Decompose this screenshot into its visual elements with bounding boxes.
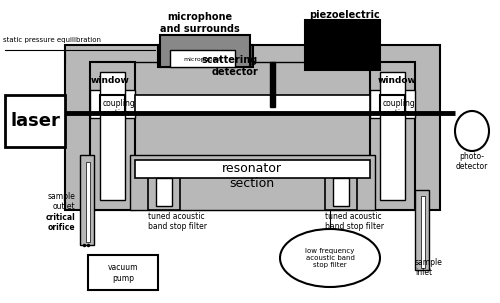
Bar: [305, 20, 380, 70]
Bar: [130, 62, 375, 172]
Bar: [90, 62, 135, 210]
Bar: [421, 196, 425, 268]
Text: photo-
detector: photo- detector: [456, 152, 488, 171]
Bar: [158, 45, 253, 67]
Bar: [333, 178, 349, 206]
Ellipse shape: [455, 111, 489, 151]
Bar: [370, 90, 415, 118]
Text: microphone: microphone: [183, 56, 221, 62]
Bar: [100, 95, 125, 113]
Text: microphone
and surrounds: microphone and surrounds: [160, 12, 240, 34]
Bar: [135, 95, 370, 113]
Text: laser: laser: [10, 112, 60, 130]
Text: tuned acoustic
band stop filter: tuned acoustic band stop filter: [148, 212, 207, 231]
Text: vacuum
pump: vacuum pump: [108, 263, 138, 283]
Text: scattering
detector: scattering detector: [202, 55, 258, 77]
Bar: [156, 178, 172, 206]
Bar: [65, 45, 440, 210]
Bar: [380, 72, 405, 200]
Bar: [380, 95, 405, 113]
Bar: [415, 190, 429, 270]
Text: tuned acoustic
band stop filter: tuned acoustic band stop filter: [325, 212, 384, 231]
Text: low frequency
acoustic band
stop filter: low frequency acoustic band stop filter: [306, 248, 354, 268]
Bar: [170, 50, 235, 67]
Bar: [86, 162, 90, 242]
Bar: [135, 160, 370, 178]
Bar: [88, 255, 158, 290]
Ellipse shape: [280, 229, 380, 287]
Text: sample
inlet: sample inlet: [415, 258, 443, 278]
Bar: [5, 95, 65, 147]
Text: static pressure equilibration: static pressure equilibration: [3, 37, 101, 43]
Bar: [370, 62, 415, 210]
Bar: [160, 35, 250, 67]
Bar: [270, 62, 275, 107]
Bar: [148, 172, 180, 210]
Bar: [80, 155, 94, 245]
Text: window: window: [378, 76, 417, 85]
Text: window: window: [91, 76, 130, 85]
Text: coupling
section: coupling section: [103, 99, 136, 118]
Bar: [325, 172, 357, 210]
Text: critical
orifice: critical orifice: [45, 213, 75, 232]
Text: resonator
section: resonator section: [222, 162, 282, 190]
Bar: [130, 155, 375, 210]
Bar: [90, 90, 135, 118]
Text: sample
outlet: sample outlet: [47, 192, 75, 211]
Text: piezoelectric
transducer: piezoelectric transducer: [310, 10, 380, 32]
Bar: [100, 72, 125, 200]
Text: coupling
section: coupling section: [383, 99, 416, 118]
